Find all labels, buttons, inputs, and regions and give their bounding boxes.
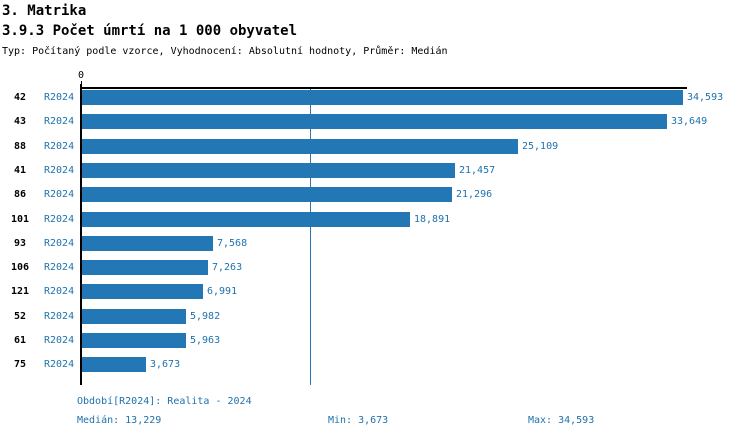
- footer-period-label: Období[R2024]: Realita - 2024: [77, 396, 252, 407]
- row-period-label: R2024: [44, 262, 75, 273]
- bar-value-label: 6,991: [207, 286, 238, 297]
- footer-max-label: Max: 34,593: [528, 415, 595, 426]
- row-id-label: 88: [13, 141, 27, 152]
- bar-value-label: 18,891: [414, 214, 451, 225]
- bar[interactable]: [82, 212, 410, 227]
- bar-value-label: 21,296: [456, 189, 493, 200]
- footer-median-label: Medián: 13,229: [77, 415, 162, 426]
- row-id-label: 86: [13, 189, 27, 200]
- row-period-label: R2024: [44, 311, 75, 322]
- row-period-label: R2024: [44, 189, 75, 200]
- row-period-label: R2024: [44, 359, 75, 370]
- bar[interactable]: [82, 236, 213, 251]
- bar[interactable]: [82, 139, 518, 154]
- bar-value-label: 5,963: [190, 335, 221, 346]
- x-axis-line: [81, 87, 687, 89]
- row-id-label: 52: [13, 311, 27, 322]
- bar[interactable]: [82, 163, 455, 178]
- row-id-label: 106: [10, 262, 30, 273]
- bar[interactable]: [82, 90, 683, 105]
- row-id-label: 101: [10, 214, 30, 225]
- bar[interactable]: [82, 114, 667, 129]
- bar[interactable]: [82, 333, 186, 348]
- bar-value-label: 7,263: [212, 262, 243, 273]
- row-id-label: 61: [13, 335, 27, 346]
- row-period-label: R2024: [44, 286, 75, 297]
- bar-value-label: 21,457: [459, 165, 496, 176]
- row-id-label: 43: [13, 116, 27, 127]
- bar-value-label: 7,568: [217, 238, 248, 249]
- x-axis-zero-label: 0: [77, 70, 85, 81]
- bar[interactable]: [82, 309, 186, 324]
- row-period-label: R2024: [44, 141, 75, 152]
- y-axis-line: [80, 84, 82, 385]
- row-id-label: 93: [13, 238, 27, 249]
- bar[interactable]: [82, 357, 146, 372]
- row-id-label: 42: [13, 92, 27, 103]
- bar-value-label: 25,109: [522, 141, 559, 152]
- chart-subtitle: Typ: Počítaný podle vzorce, Vyhodnocení:…: [2, 46, 448, 57]
- row-period-label: R2024: [44, 238, 75, 249]
- report-section-title: 3. Matrika: [2, 3, 87, 19]
- row-period-label: R2024: [44, 116, 75, 127]
- bar-value-label: 33,649: [671, 116, 708, 127]
- chart-title: 3.9.3 Počet úmrtí na 1 000 obyvatel: [2, 23, 298, 39]
- bar-value-label: 34,593: [687, 92, 724, 103]
- bar-value-label: 5,982: [190, 311, 221, 322]
- row-id-label: 75: [13, 359, 27, 370]
- bar[interactable]: [82, 260, 208, 275]
- row-id-label: 41: [13, 165, 27, 176]
- bar[interactable]: [82, 187, 452, 202]
- bar-value-label: 3,673: [150, 359, 181, 370]
- footer-min-label: Min: 3,673: [328, 415, 389, 426]
- row-period-label: R2024: [44, 92, 75, 103]
- row-id-label: 121: [10, 286, 30, 297]
- median-line: [310, 89, 311, 385]
- row-period-label: R2024: [44, 165, 75, 176]
- row-period-label: R2024: [44, 214, 75, 225]
- bar[interactable]: [82, 284, 203, 299]
- row-period-label: R2024: [44, 335, 75, 346]
